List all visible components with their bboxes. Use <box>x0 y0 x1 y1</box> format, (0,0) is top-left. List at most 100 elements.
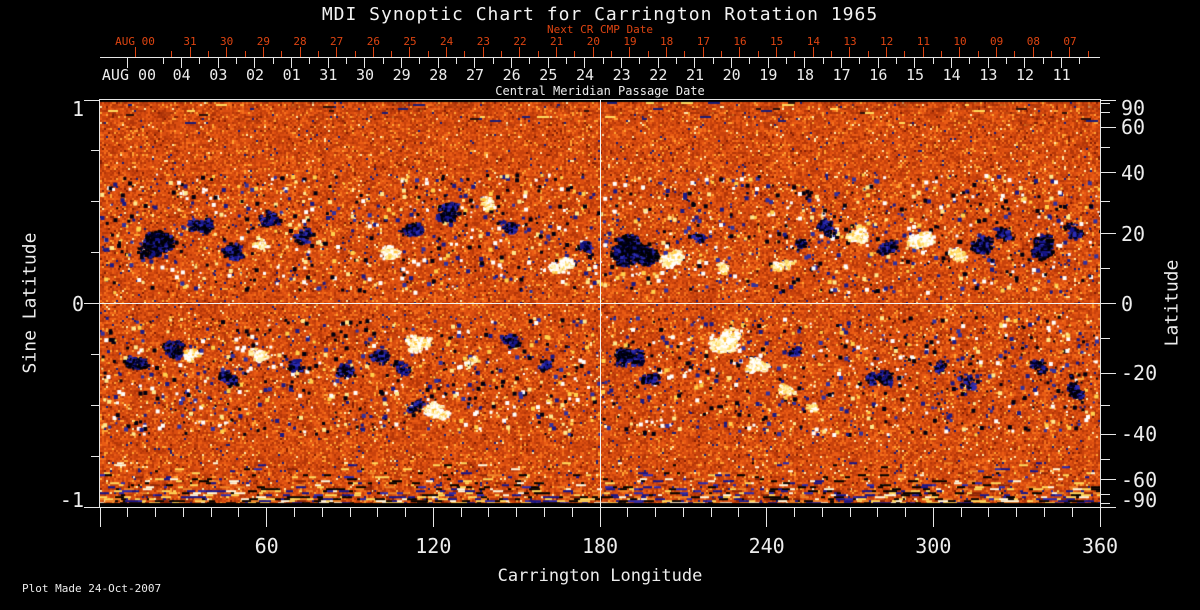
next-cr-date-label: 30 <box>220 35 234 48</box>
cmp-date-label: 24 <box>575 66 595 84</box>
next-cr-tick <box>904 51 906 57</box>
next-cr-tick <box>262 47 264 57</box>
next-cr-tick <box>666 47 668 57</box>
next-cr-tick <box>482 47 484 57</box>
cmp-date-tick <box>547 57 549 68</box>
x-minor-tick <box>682 507 684 517</box>
cmp-date-tick <box>162 57 164 64</box>
next-cr-date-label: 27 <box>330 35 344 48</box>
x-tick-label: 120 <box>415 534 452 558</box>
x-minor-tick <box>793 507 795 517</box>
cmp-date-tick <box>419 57 421 64</box>
next-cr-tick <box>207 51 209 57</box>
next-cr-tick <box>721 51 723 57</box>
cmp-date-tick <box>492 57 494 64</box>
cmp-date-tick <box>382 57 384 64</box>
y-right-tick-label: -90 <box>1121 488 1158 512</box>
y-left-tick-label: -1 <box>59 488 84 512</box>
y-right-tick-label: 20 <box>1121 221 1146 246</box>
x-minor-tick <box>1071 507 1073 517</box>
y-left-major-tick <box>84 99 100 101</box>
x-tick-label: 180 <box>581 534 619 558</box>
next-cr-date-label: 29 <box>256 35 270 48</box>
next-cr-tick <box>281 51 283 57</box>
next-cr-date-label: 12 <box>880 35 894 48</box>
y-right-major-tick <box>1101 126 1116 128</box>
x-minor-tick <box>155 507 157 517</box>
next-cr-date-label: 31 <box>183 35 197 48</box>
y-right-minor-tick <box>1101 111 1110 113</box>
x-minor-tick <box>710 507 712 517</box>
y-left-minor-tick <box>91 404 100 406</box>
cmp-month-label: AUG 00 <box>101 66 157 84</box>
cmp-date-tick <box>951 57 953 68</box>
cmp-date-tick <box>932 57 934 64</box>
cmp-date-label: 12 <box>1015 66 1035 84</box>
x-minor-tick <box>877 507 879 517</box>
chart-title: MDI Synoptic Chart for Carrington Rotati… <box>321 4 879 25</box>
next-cr-tick <box>849 47 851 57</box>
cmp-date-tick <box>602 57 604 64</box>
y-right-minor-tick <box>1101 102 1110 104</box>
next-cr-tick <box>409 47 411 57</box>
y-right-minor-tick <box>1101 503 1110 505</box>
next-cr-tick <box>501 51 503 57</box>
next-cr-tick <box>592 47 594 57</box>
x-tick-label: 60 <box>254 534 279 558</box>
x-minor-tick <box>627 507 629 517</box>
next-cr-tick <box>556 47 558 57</box>
next-cr-tick <box>611 51 613 57</box>
next-cr-tick <box>941 51 943 57</box>
next-cr-date-label: 21 <box>550 35 564 48</box>
next-cr-tick <box>464 51 466 57</box>
y-left-major-tick <box>84 303 100 304</box>
cmp-date-label: 11 <box>1052 66 1071 84</box>
next-cr-date-label: 14 <box>806 35 820 48</box>
cmp-date-tick <box>914 57 916 68</box>
next-cr-tick <box>1087 51 1089 57</box>
x-tick-label: 300 <box>915 534 952 558</box>
next-cr-date-label: 20 <box>586 35 600 48</box>
cmp-date-tick <box>896 57 898 64</box>
next-cr-tick <box>812 47 814 57</box>
y-right-tick-label: -60 <box>1121 467 1158 492</box>
next-cr-tick <box>171 51 173 57</box>
next-cr-month-label: AUG 00 <box>115 35 155 48</box>
next-cr-date-label: 26 <box>366 35 380 48</box>
top-axis-line <box>100 57 1100 58</box>
cmp-date-label: 18 <box>795 66 815 84</box>
y-right-minor-tick <box>1101 147 1110 149</box>
y-left-minor-tick <box>91 252 100 254</box>
x-minor-tick <box>516 507 518 517</box>
x-minor-tick <box>1043 507 1045 517</box>
cmp-date-label: 03 <box>209 66 228 84</box>
cmp-date-tick <box>694 57 696 68</box>
y-right-major-tick <box>1101 372 1116 374</box>
y-right-major-tick <box>1101 233 1116 235</box>
next-cr-date-label: 17 <box>696 35 710 48</box>
x-minor-tick <box>543 507 545 517</box>
cmp-date-tick <box>786 57 788 64</box>
cmp-date-tick <box>529 57 531 64</box>
x-minor-tick <box>460 507 462 517</box>
next-cr-tick <box>244 51 246 57</box>
next-cr-tick <box>427 51 429 57</box>
next-cr-tick <box>647 51 649 57</box>
y-right-minor-tick <box>1101 338 1110 340</box>
cmp-axis-title: Central Meridian Passage Date <box>495 84 705 98</box>
y-left-minor-tick <box>91 150 100 152</box>
y-right-tick-label: 60 <box>1121 115 1146 140</box>
cmp-date-label: 21 <box>685 66 705 84</box>
cmp-date-tick <box>272 57 274 64</box>
x-tick-label: 240 <box>748 534 785 558</box>
cmp-date-tick <box>474 57 476 68</box>
cmp-date-tick <box>767 57 769 68</box>
cmp-date-tick <box>291 57 293 68</box>
cmp-date-tick <box>254 57 256 68</box>
cmp-date-tick <box>1079 57 1081 64</box>
cmp-date-tick <box>511 57 513 68</box>
next-cr-date-label: 13 <box>843 35 857 48</box>
next-cr-tick <box>336 47 338 57</box>
x-major-tick <box>766 507 768 527</box>
